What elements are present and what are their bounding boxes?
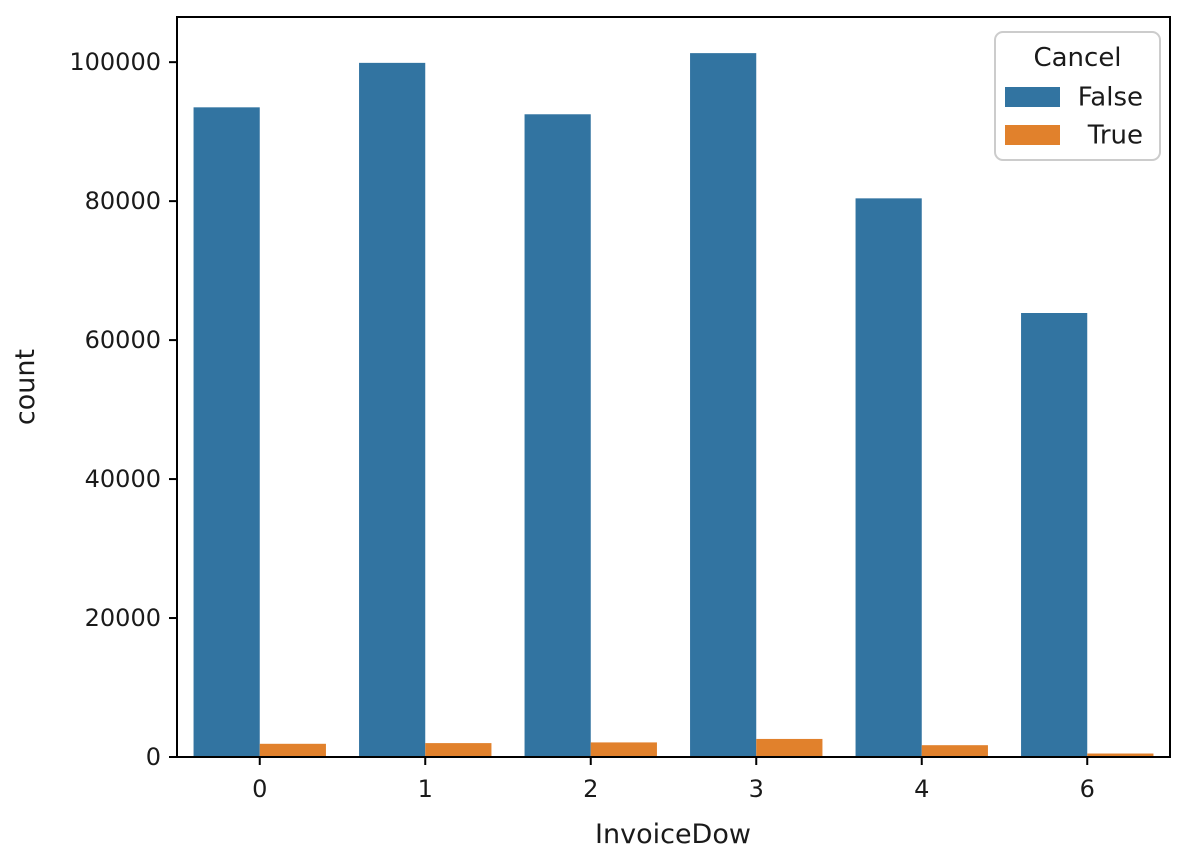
x-tick-label: 6 <box>1080 775 1095 803</box>
legend-swatch-false <box>1005 87 1060 107</box>
bar-false-4 <box>855 198 922 757</box>
y-tick-label: 40000 <box>85 465 161 493</box>
x-tick-label: 2 <box>583 775 598 803</box>
bar-false-0 <box>193 107 260 758</box>
bar-true-3 <box>756 738 823 757</box>
bar-true-1 <box>425 743 492 757</box>
y-tick-label: 0 <box>146 743 161 771</box>
x-tick-label: 1 <box>418 775 433 803</box>
x-tick-label: 3 <box>749 775 764 803</box>
x-tick-label: 4 <box>914 775 929 803</box>
bar-true-4 <box>921 745 988 757</box>
bar-true-6 <box>1087 753 1154 757</box>
legend-label-true: True <box>1087 121 1143 151</box>
legend-label-false: False <box>1078 83 1143 113</box>
y-tick-label: 60000 <box>85 326 161 354</box>
x-tick-label: 0 <box>252 775 267 803</box>
y-tick-label: 100000 <box>69 48 161 76</box>
plot-border <box>176 16 1171 758</box>
bar-false-3 <box>690 53 757 757</box>
x-axis-label: InvoiceDow <box>595 819 751 850</box>
bar-false-6 <box>1021 313 1088 757</box>
legend-title: Cancel <box>1033 43 1121 73</box>
y-tick-label: 20000 <box>85 604 161 632</box>
bar-false-1 <box>359 62 426 758</box>
bar-true-2 <box>590 742 657 757</box>
legend-swatch-true <box>1005 125 1060 145</box>
y-axis-label: count <box>10 349 41 425</box>
bar-true-0 <box>259 743 326 757</box>
bars-layer <box>193 53 1154 758</box>
axes-layer: 0 20000 40000 60000 80000 100000 0 1 2 3 4 6 <box>69 16 1171 803</box>
legend-layer: Cancel False True <box>994 31 1161 161</box>
y-tick-label: 80000 <box>85 187 161 215</box>
bar-false-2 <box>524 114 591 758</box>
